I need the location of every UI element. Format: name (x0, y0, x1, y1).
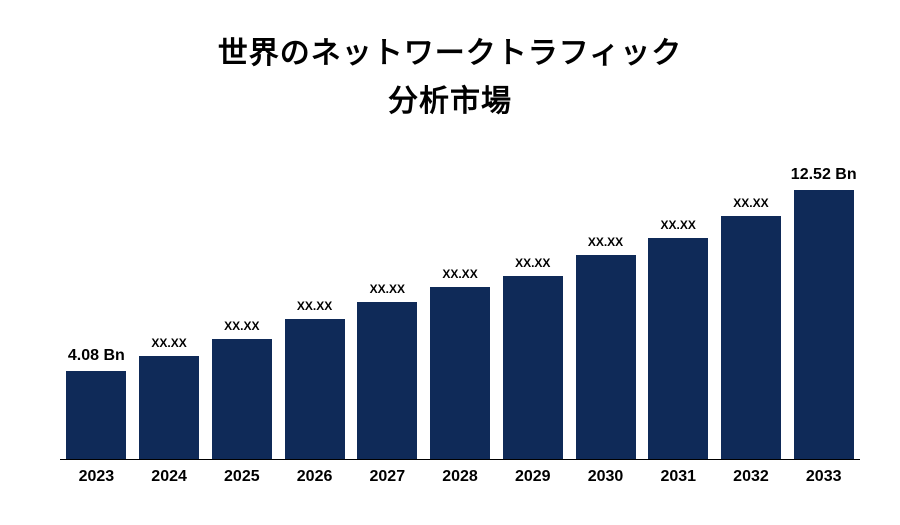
bar-value-label: XX.XX (224, 319, 259, 333)
bar (357, 302, 417, 459)
chart-title: 世界のネットワークトラフィック 分析市場 (0, 0, 900, 126)
bar-group: XX.XX (278, 170, 351, 459)
bar (66, 371, 126, 459)
bar-group: XX.XX (424, 170, 497, 459)
bar (576, 255, 636, 459)
bar (721, 216, 781, 459)
bar-value-label: XX.XX (151, 336, 186, 350)
bar-group: XX.XX (133, 170, 206, 459)
bar-group: XX.XX (642, 170, 715, 459)
bar-group: 12.52 Bn (787, 170, 860, 459)
x-axis-label: 2027 (351, 468, 424, 486)
chart-area: 4.08 Bn XX.XX XX.XX XX.XX XX.XX XX.XX XX.XX XX.… (60, 170, 860, 460)
bar-value-label: 12.52 Bn (791, 166, 857, 184)
x-axis-label: 2024 (133, 468, 206, 486)
bar-value-label: XX.XX (661, 218, 696, 232)
x-axis-label: 2028 (424, 468, 497, 486)
x-axis-label: 2031 (642, 468, 715, 486)
bar-value-label: XX.XX (370, 282, 405, 296)
x-axis-label: 2023 (60, 468, 133, 486)
bar (648, 238, 708, 459)
title-line-2: 分析市場 (0, 78, 900, 126)
bar (212, 339, 272, 459)
bar-group: XX.XX (496, 170, 569, 459)
bar-value-label: XX.XX (297, 299, 332, 313)
title-line-1: 世界のネットワークトラフィック (0, 30, 900, 78)
bar (285, 319, 345, 459)
bar-value-label: 4.08 Bn (68, 347, 125, 365)
bar-group: XX.XX (351, 170, 424, 459)
x-axis-label: 2025 (205, 468, 278, 486)
bar-value-label: XX.XX (442, 267, 477, 281)
bar-group: XX.XX (205, 170, 278, 459)
x-axis-label: 2033 (787, 468, 860, 486)
bar (139, 356, 199, 459)
bars-container: 4.08 Bn XX.XX XX.XX XX.XX XX.XX XX.XX XX.XX XX.… (60, 170, 860, 460)
bar-group: 4.08 Bn (60, 170, 133, 459)
bar (430, 287, 490, 459)
bar (503, 276, 563, 459)
bar-value-label: XX.XX (515, 256, 550, 270)
bar-value-label: XX.XX (733, 196, 768, 210)
bar-value-label: XX.XX (588, 235, 623, 249)
x-axis-label: 2030 (569, 468, 642, 486)
bar-group: XX.XX (715, 170, 788, 459)
bar (794, 190, 854, 459)
x-axis-labels: 2023202420252026202720282029203020312032… (60, 468, 860, 486)
x-axis-label: 2029 (496, 468, 569, 486)
x-axis-label: 2026 (278, 468, 351, 486)
bar-group: XX.XX (569, 170, 642, 459)
x-axis-label: 2032 (715, 468, 788, 486)
